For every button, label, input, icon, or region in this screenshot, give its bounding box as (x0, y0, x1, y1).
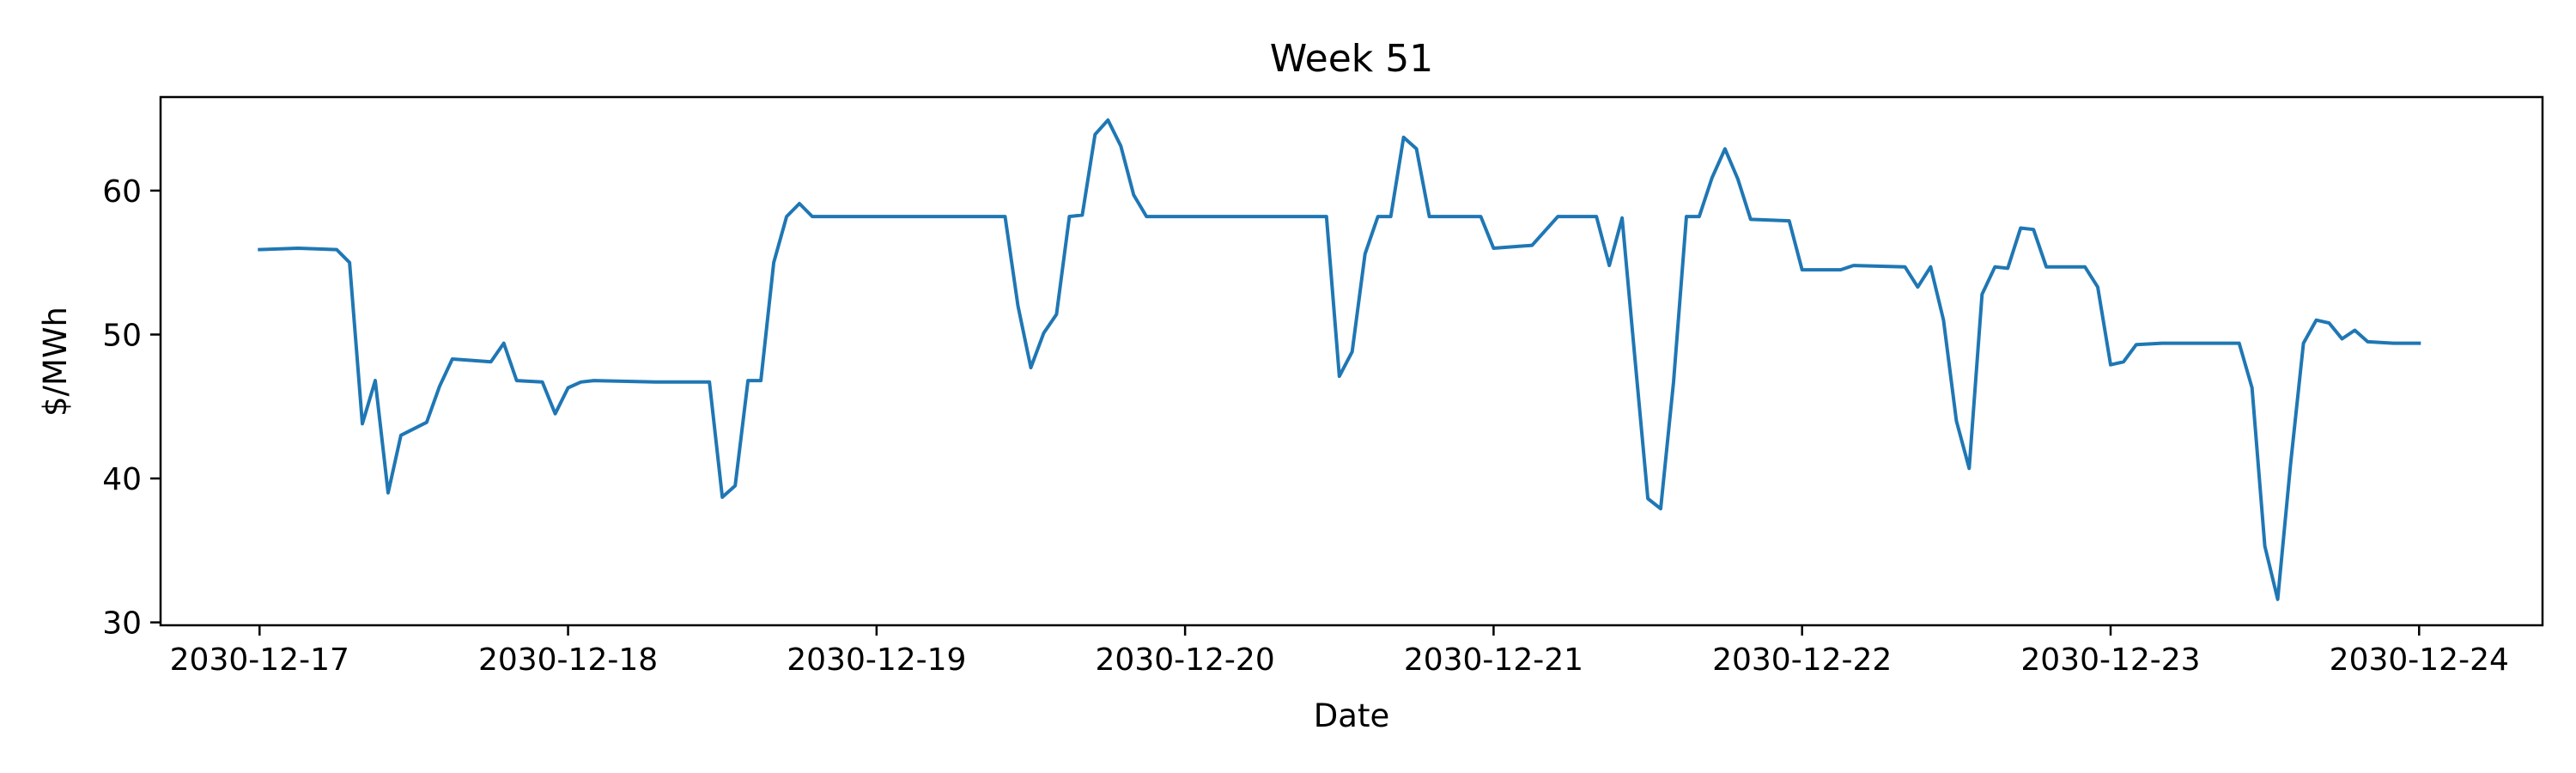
y-tick-label: 60 (102, 174, 142, 210)
x-tick-label: 2030-12-24 (2330, 642, 2509, 678)
x-tick-label: 2030-12-17 (170, 642, 349, 678)
y-tick-label: 50 (102, 318, 142, 353)
y-tick-label: 40 (102, 462, 142, 497)
x-tick-label: 2030-12-20 (1096, 642, 1275, 678)
y-tick-label: 30 (102, 606, 142, 642)
y-axis: 30 40 50 60 (102, 174, 161, 642)
x-tick-label: 2030-12-21 (1404, 642, 1583, 678)
x-tick-label: 2030-12-23 (2020, 642, 2200, 678)
x-tick-label: 2030-12-22 (1712, 642, 1892, 678)
plot-area (258, 118, 2421, 601)
y-axis-label: $/MWh (37, 307, 74, 417)
x-axis-label: Date (1314, 697, 1389, 734)
x-tick-label: 2030-12-19 (787, 642, 966, 678)
chart-title: Week 51 (1270, 37, 1434, 81)
series-line (258, 118, 2421, 601)
x-tick-label: 2030-12-18 (478, 642, 658, 678)
x-axis: 2030-12-17 2030-12-18 2030-12-19 2030-12-20… (170, 625, 2509, 678)
plot-frame (159, 95, 2544, 627)
